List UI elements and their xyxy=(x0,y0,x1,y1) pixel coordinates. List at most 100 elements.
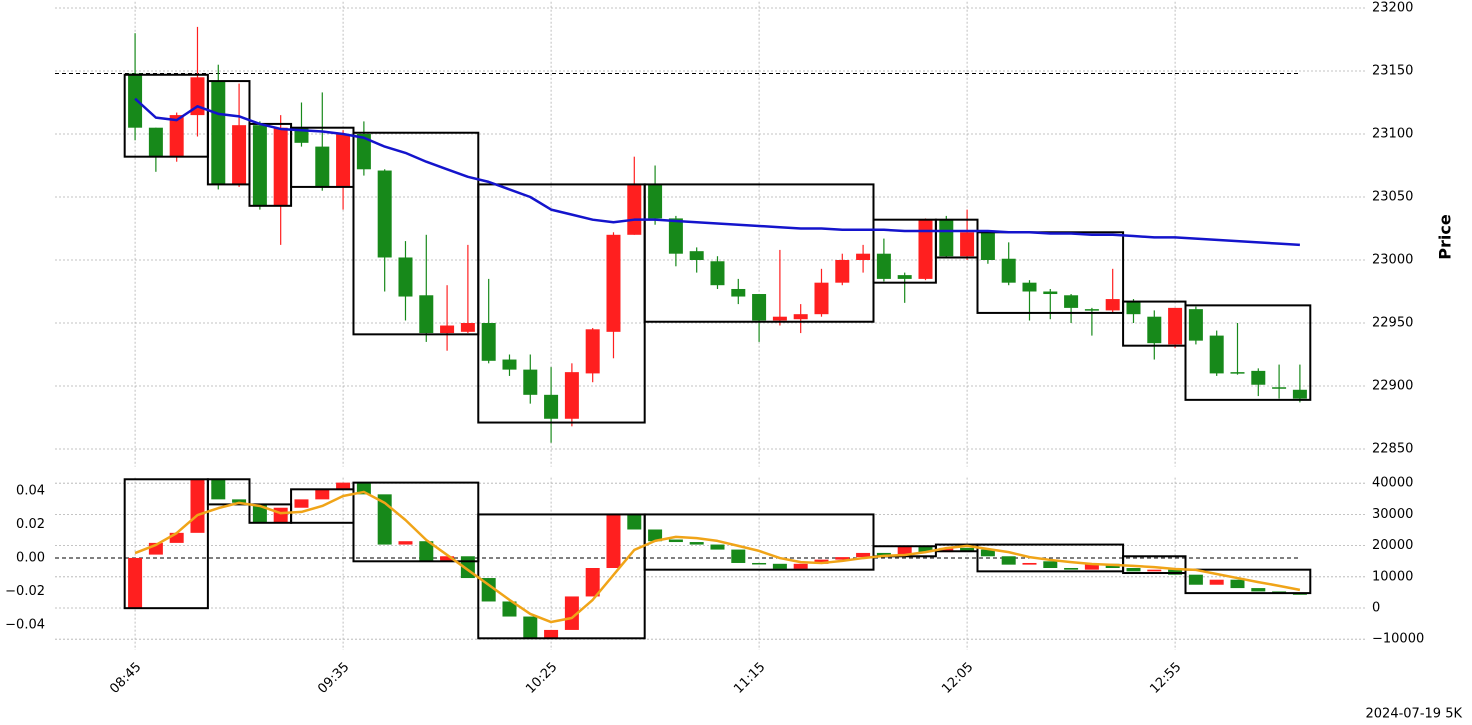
candle-body xyxy=(835,260,850,283)
candle-body xyxy=(1251,370,1266,385)
candle-body xyxy=(772,316,787,321)
x-tick-label: 12:05 xyxy=(939,660,976,697)
candle-body xyxy=(876,552,891,557)
candle-body xyxy=(731,288,746,297)
candle-body xyxy=(211,479,226,500)
y-tick-label: 23200 xyxy=(1372,1,1413,16)
candle-body xyxy=(1147,569,1162,572)
candle-body xyxy=(564,596,579,630)
range-box xyxy=(1184,568,1312,595)
footer: 2024-07-19 5K xyxy=(1366,707,1463,722)
candle-body xyxy=(1168,307,1183,345)
candle-body xyxy=(793,563,808,569)
candle-body xyxy=(273,127,288,206)
y-tick-label: 22950 xyxy=(1372,316,1413,331)
candle-body xyxy=(440,556,455,562)
candle-body xyxy=(1188,574,1203,585)
candle-body xyxy=(668,218,683,254)
candle-body xyxy=(606,514,621,568)
candle-body xyxy=(897,275,912,279)
candle-body xyxy=(1126,567,1141,572)
candle-body xyxy=(398,541,413,545)
candle-body xyxy=(315,489,330,500)
candle-body xyxy=(876,253,891,279)
candle-body xyxy=(169,532,184,543)
candle-body xyxy=(814,282,829,315)
range-box xyxy=(123,478,209,610)
candle-body xyxy=(1043,291,1058,295)
candle-body xyxy=(918,219,933,279)
candle-body xyxy=(273,507,288,523)
candle-body xyxy=(752,562,767,565)
candle-body xyxy=(356,134,371,170)
y-tick-label: 0.04 xyxy=(16,483,45,498)
candle-body xyxy=(1147,316,1162,344)
candle-body xyxy=(939,219,954,257)
candle-body xyxy=(252,504,267,523)
candle-body xyxy=(772,563,787,569)
x-tick-label: 09:35 xyxy=(315,660,352,697)
candle-body xyxy=(793,314,808,320)
candle-body xyxy=(336,482,351,490)
candle-body xyxy=(211,81,226,185)
candle-body xyxy=(606,234,621,332)
candle-body xyxy=(1230,372,1245,374)
candle-body xyxy=(128,73,143,128)
candle-body xyxy=(835,557,850,560)
candle-body xyxy=(689,542,704,545)
candle-body xyxy=(668,539,683,543)
y-tick-label: −0.04 xyxy=(5,617,45,632)
candle-body xyxy=(960,232,975,257)
candle-body xyxy=(294,499,309,508)
candle-body xyxy=(190,479,205,533)
line xyxy=(134,97,1300,247)
candle-body xyxy=(1209,335,1224,374)
candle-body xyxy=(1126,301,1141,315)
candle-body xyxy=(648,184,663,219)
candle-body xyxy=(585,329,600,374)
candle-body xyxy=(710,544,725,550)
range-box xyxy=(643,513,875,571)
candle-body xyxy=(232,125,247,185)
candle-body xyxy=(440,325,455,334)
candle-body xyxy=(627,184,642,235)
candle-body xyxy=(190,77,205,116)
candle-body xyxy=(1084,309,1099,311)
candle-body xyxy=(648,529,663,542)
candle-body xyxy=(169,115,184,157)
candle-body xyxy=(980,549,995,557)
candle-body xyxy=(148,542,163,555)
range-box xyxy=(352,131,480,336)
y-tick-label: 22900 xyxy=(1372,379,1413,394)
candle-body xyxy=(585,567,600,597)
range-box xyxy=(352,481,480,563)
range-box xyxy=(1184,304,1312,401)
candle-body xyxy=(564,372,579,419)
candle-body xyxy=(752,294,767,321)
candle-body xyxy=(980,232,995,260)
y-tick-label: 20000 xyxy=(1372,538,1413,553)
candle-body xyxy=(731,549,746,563)
candle-body xyxy=(1105,299,1120,311)
candle-body xyxy=(502,601,517,617)
y-tick-label: 30000 xyxy=(1372,507,1413,522)
candle-body xyxy=(960,547,975,552)
y-tick-label: 0.00 xyxy=(16,550,45,565)
x-tick-label: 12:55 xyxy=(1147,660,1184,697)
candle-body xyxy=(918,546,933,553)
candle-body xyxy=(1209,579,1224,585)
x-tick-label: 08:45 xyxy=(107,660,144,697)
candle-body xyxy=(148,127,163,157)
candle-body xyxy=(1188,309,1203,341)
candle-body xyxy=(544,629,559,639)
range-box xyxy=(976,231,1125,314)
line xyxy=(134,490,1301,624)
candle-body xyxy=(1084,563,1099,570)
candle-body xyxy=(523,616,538,639)
y-tick-label: 40000 xyxy=(1372,476,1413,491)
candle-body xyxy=(356,482,371,495)
candle-body xyxy=(1043,561,1058,568)
y-tick-label: 23050 xyxy=(1372,190,1413,205)
y-tick-label: −0.02 xyxy=(5,584,45,599)
